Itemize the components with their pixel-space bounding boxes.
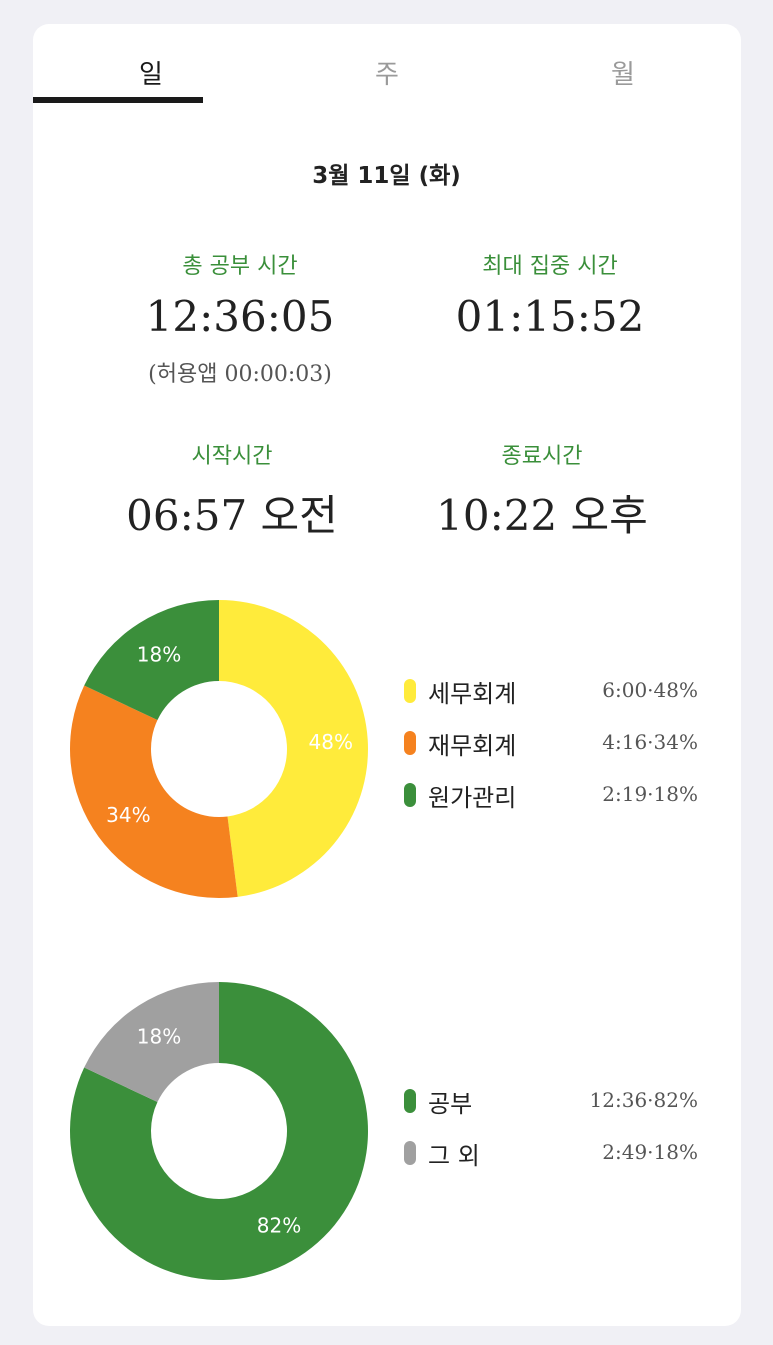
legend-color-marker	[404, 783, 416, 807]
active-tab-indicator	[33, 97, 203, 103]
legend-item: 공부 12:36·82%	[402, 1078, 702, 1130]
legend-name: 공부	[428, 1090, 473, 1118]
legend-color-marker	[404, 679, 416, 703]
slice-percent-label: 18%	[137, 642, 181, 666]
total-study-time-value: 12:36:05	[145, 292, 335, 341]
legend-value: 4:16·34%	[602, 730, 698, 754]
study-vs-other-legend: 공부 12:36·82% 그 외 2:49·18%	[402, 1078, 702, 1182]
slice-percent-label: 48%	[309, 730, 353, 754]
donut-slice-원가관리	[84, 600, 219, 721]
end-time-value: 10:22 오후	[436, 491, 648, 540]
donut-slice-재무회계	[69, 685, 238, 898]
start-time-label: 시작시간	[191, 444, 273, 469]
date-label: 3월 11일 (화)	[312, 163, 461, 189]
legend-color-marker	[404, 731, 416, 755]
study-vs-other-donut-chart: 82% 18%	[70, 982, 369, 1280]
legend-name: 재무회계	[428, 732, 517, 760]
tab-month[interactable]: 월	[611, 60, 635, 90]
legend-item: 그 외 2:49·18%	[402, 1130, 702, 1182]
donut-slice-그 외	[84, 982, 219, 1103]
legend-value: 2:49·18%	[602, 1140, 698, 1164]
legend-item: 세무회계 6:00·48%	[402, 668, 702, 720]
legend-value: 2:19·18%	[602, 782, 698, 806]
tab-week[interactable]: 주	[375, 60, 399, 90]
legend-color-marker	[404, 1089, 416, 1113]
legend-name: 원가관리	[428, 784, 517, 812]
subject-legend: 세무회계 6:00·48% 재무회계 4:16·34% 원가관리 2:19·18%	[402, 668, 702, 824]
subject-donut-chart: 48% 34% 18%	[69, 600, 369, 898]
legend-value: 12:36·82%	[589, 1088, 698, 1112]
slice-percent-label: 34%	[106, 803, 150, 827]
legend-item: 재무회계 4:16·34%	[402, 720, 702, 772]
max-focus-time-label: 최대 집중 시간	[482, 254, 618, 279]
legend-name: 그 외	[428, 1142, 480, 1170]
tab-day[interactable]: 일	[139, 60, 163, 90]
legend-value: 6:00·48%	[602, 678, 698, 702]
legend-item: 원가관리 2:19·18%	[402, 772, 702, 824]
max-focus-time-value: 01:15:52	[455, 292, 645, 341]
legend-color-marker	[404, 1141, 416, 1165]
total-study-time-label: 총 공부 시간	[182, 254, 298, 279]
end-time-label: 종료시간	[501, 444, 583, 469]
slice-percent-label: 18%	[137, 1024, 181, 1048]
slice-percent-label: 82%	[257, 1214, 301, 1238]
donut-slice-공부	[70, 982, 369, 1280]
allowed-app-time: (허용앱 00:00:03)	[148, 362, 332, 387]
period-tabs: 일 주 월	[33, 24, 741, 128]
start-time-value: 06:57 오전	[126, 491, 338, 540]
donut-slice-세무회계	[219, 600, 369, 897]
legend-name: 세무회계	[428, 680, 517, 708]
